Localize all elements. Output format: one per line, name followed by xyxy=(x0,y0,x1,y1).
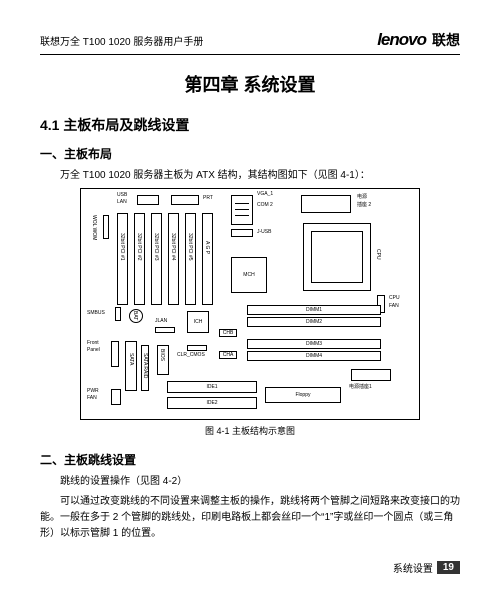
lbl-psu1: 电源插座1 xyxy=(349,385,372,390)
lbl-lan: LAN xyxy=(117,200,127,205)
jumper-body1: 跳线的设置操作（见图 4-2） xyxy=(40,474,460,490)
lbl-mch: MCH xyxy=(231,257,267,293)
lbl-fp1: Front xyxy=(87,341,99,346)
lbl-cpu: CPU xyxy=(375,249,380,260)
footer-section: 系统设置 xyxy=(393,560,437,575)
lbl-pci2: 32bit PCI #2 xyxy=(136,233,141,261)
lbl-com2: COM 2 xyxy=(257,203,273,208)
lbl-dimm3: DIMM3 xyxy=(247,339,381,349)
lbl-pci4: 32bit PCI #4 xyxy=(170,233,175,261)
lbl-bat: BAT xyxy=(132,311,137,320)
lbl-usb: USB xyxy=(117,193,127,198)
brand: lenovo 联想 xyxy=(377,30,460,50)
page-header: 联想万全 T100 1020 服务器用户手册 lenovo 联想 xyxy=(40,30,460,55)
chapter-title: 第四章 系统设置 xyxy=(40,71,460,97)
subsection-layout-title: 一、主板布局 xyxy=(40,145,460,162)
lbl-smbus: SMBUS xyxy=(87,311,105,316)
lbl-cpufan2: FAN xyxy=(389,304,399,309)
lbl-prt: PRT xyxy=(203,196,213,201)
lbl-ich: ICH xyxy=(187,311,209,333)
lbl-cpufan1: CPU xyxy=(389,296,400,301)
lbl-psu2a: 电源 xyxy=(357,195,367,200)
motherboard-diagram: USB LAN PRT VGA_1 COM 2 电源 插座 2 J-USB CP… xyxy=(80,188,420,420)
lbl-floppy: Floppy xyxy=(265,387,341,403)
lbl-wol: WOL WOM xyxy=(91,215,96,240)
lbl-fp2: Panel xyxy=(87,348,100,353)
lbl-pci1: 32bit PCI #1 xyxy=(119,233,124,261)
lbl-dimm2: DIMM2 xyxy=(247,317,381,327)
lbl-pwrfan2: FAN xyxy=(87,396,97,401)
jumper-body2: 可以通过改变跳线的不同设置来调整主板的操作，跳线将两个管脚之间短路来改变接口的功… xyxy=(40,494,460,542)
page-number: 19 xyxy=(437,561,460,574)
lbl-sata: SATA xyxy=(128,353,133,365)
lbl-ide2: IDE2 xyxy=(167,397,257,409)
lbl-dimm4: DIMM4 xyxy=(247,351,381,361)
lbl-jlan: JLAN xyxy=(155,319,167,324)
lbl-pci3: 32bit PCI #3 xyxy=(153,233,158,261)
layout-body: 万全 T100 1020 服务器主板为 ATX 结构，其结构图如下（见图 4-1… xyxy=(40,168,460,184)
lbl-ide1: IDE1 xyxy=(167,381,257,393)
lbl-clr: CLR_CMOS xyxy=(177,353,205,358)
lbl-pci5: 32bit PCI #5 xyxy=(187,233,192,261)
lbl-jusb: J-USB xyxy=(257,230,271,235)
lbl-dimm1: DIMM1 xyxy=(247,305,381,315)
lenovo-logo-cn: 联想 xyxy=(432,30,460,50)
lbl-psu2b: 插座 2 xyxy=(357,203,371,208)
subsection-jumper-title: 二、主板跳线设置 xyxy=(40,451,460,468)
page-footer: 系统设置 19 xyxy=(393,560,460,575)
lbl-agp: A G P xyxy=(204,241,209,254)
lbl-bios: BIOS xyxy=(159,349,164,361)
lbl-pwrfan1: PWR xyxy=(87,389,99,394)
figure-caption: 图 4-1 主板结构示意图 xyxy=(40,424,460,437)
lbl-vga: VGA_1 xyxy=(257,192,273,197)
section-4-1-title: 4.1 主板布局及跳线设置 xyxy=(40,115,460,135)
lenovo-logo: lenovo xyxy=(377,30,426,50)
manual-title: 联想万全 T100 1020 服务器用户手册 xyxy=(40,33,203,48)
